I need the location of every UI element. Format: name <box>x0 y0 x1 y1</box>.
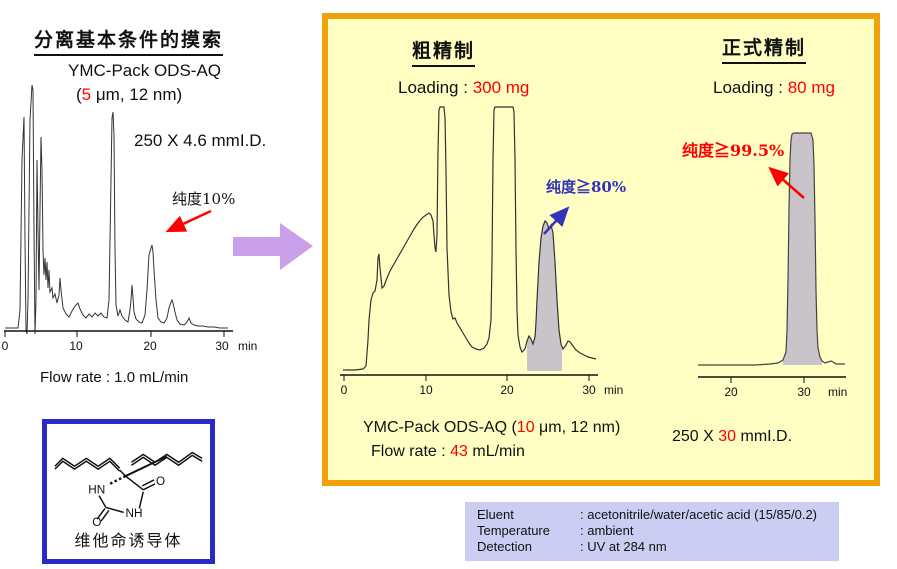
x-axis-unit: min <box>604 383 623 397</box>
condition-label: Eluent <box>477 507 514 522</box>
x-tick-label: 20 <box>143 339 157 353</box>
loading-label: Loading : <box>398 78 473 97</box>
dimensions-suffix: mmI.D. <box>736 428 793 445</box>
column-particle-size: 5 <box>81 85 92 104</box>
crude-particle-size: 10 <box>516 419 535 436</box>
double-bond-C2-O <box>100 509 110 522</box>
crude-title: 粗精制 <box>412 36 476 67</box>
condition-row-eluent: Eluent : acetonitrile/water/acetic acid (… <box>477 507 831 523</box>
condition-value: : ambient <box>580 523 634 538</box>
bond <box>125 475 144 491</box>
crude-column: YMC-Pack ODS-AQ (10 μm, 12 nm) <box>363 419 620 437</box>
condition-label: Temperature <box>477 523 550 538</box>
double-bond-C2-O <box>96 507 106 520</box>
flow-value: 43 <box>450 443 468 460</box>
x-axis-unit: min <box>238 339 257 353</box>
x-tick-label: 30 <box>582 383 596 397</box>
bond <box>125 455 168 477</box>
flow-prefix: Flow rate : <box>371 443 451 460</box>
polyene-chain-right <box>131 451 203 464</box>
trace-line <box>698 132 845 366</box>
polyene-chain-left <box>54 460 121 472</box>
column-spec-suffix: μm, 12 nm) <box>91 85 183 104</box>
x-tick-label: 30 <box>797 385 811 399</box>
structure-box: HN NH O O 维他命诱导体 <box>42 419 215 564</box>
dimensions-prefix: 250 X <box>672 428 719 445</box>
condition-row-detection: Detection : UV at 284 nm <box>477 539 831 555</box>
final-chromatogram: 20 30 min <box>698 132 847 399</box>
x-tick-label: 0 <box>341 383 348 397</box>
atom-label-HN: HN <box>88 484 105 497</box>
loading-value: 300 mg <box>472 78 530 97</box>
column-name: YMC-Pack ODS-AQ <box>68 61 222 80</box>
crude-column-prefix: YMC-Pack ODS-AQ ( <box>363 419 517 436</box>
flow-suffix: mL/min <box>467 443 525 460</box>
x-tick-label: 10 <box>69 339 83 353</box>
purity-annotation-final: 纯度≧99.5% <box>682 141 785 160</box>
condition-value: : acetonitrile/water/acetic acid (15/85/… <box>580 507 818 522</box>
final-title: 正式精制 <box>722 33 807 64</box>
target-peak-fill <box>783 133 822 365</box>
purity-arrow-icon <box>165 209 212 233</box>
loading-label: Loading : <box>713 78 788 97</box>
conditions-panel: Eluent : acetonitrile/water/acetic acid (… <box>465 502 839 561</box>
crude-loading: Loading : 300 mg <box>398 78 529 98</box>
condition-label: Detection <box>477 539 532 554</box>
purity-arrow-icon <box>768 166 805 199</box>
bond <box>119 469 127 477</box>
x-tick-label: 20 <box>500 383 514 397</box>
column-spec: (5 μm, 12 nm) <box>76 85 182 105</box>
final-loading: Loading : 80 mg <box>713 78 835 98</box>
purity-annotation-left: 纯度10% <box>172 190 236 208</box>
column-dimensions: 250 X 4.6 mmI.D. <box>134 131 267 150</box>
double-bond-C4-O <box>141 479 155 487</box>
trace-line <box>5 84 228 335</box>
column-spec-prefix: ( <box>76 85 82 104</box>
left-section-title: 分离基本条件的摸索 <box>34 25 224 56</box>
crude-flow-rate: Flow rate : 43 mL/min <box>371 443 525 461</box>
atom-label-O: O <box>92 516 101 529</box>
x-tick-label: 20 <box>724 385 738 399</box>
dimensions-value: 30 <box>718 428 737 445</box>
process-box <box>322 13 880 486</box>
purity-annotation-crude: 纯度≧80% <box>546 178 627 196</box>
final-column-dimensions: 250 X 30 mmI.D. <box>672 428 792 446</box>
double-bond-C4-O <box>142 483 156 491</box>
stereo-bond <box>107 474 127 486</box>
x-tick-label: 10 <box>419 383 433 397</box>
x-tick-label: 30 <box>215 339 229 353</box>
bond <box>105 506 124 514</box>
crude-chromatogram: 0 10 20 30 min <box>340 106 623 397</box>
loading-value: 80 mg <box>787 78 835 97</box>
crude-column-suffix: μm, 12 nm) <box>534 419 621 436</box>
vitamin-derivative-structure: HN NH O O <box>54 451 203 529</box>
x-tick-label: 0 <box>2 339 9 353</box>
polyene-chain-left <box>54 457 121 469</box>
analytical-chromatogram: 0 10 20 30 min <box>2 84 257 353</box>
compound-label: 维他命诱导体 <box>74 531 183 550</box>
atom-label-O: O <box>156 475 165 488</box>
purity-arrow-icon <box>543 206 570 235</box>
condition-row-temperature: Temperature : ambient <box>477 523 831 539</box>
flow-rate-left: Flow rate : 1.0 mL/min <box>40 369 189 386</box>
bond <box>98 495 107 508</box>
condition-value: : UV at 284 nm <box>580 539 667 554</box>
flow-arrow-icon <box>233 223 313 270</box>
flow-arrow-1 <box>233 223 313 270</box>
bond <box>138 491 144 509</box>
atom-label-NH: NH <box>126 507 143 520</box>
x-axis-unit: min <box>828 385 847 399</box>
